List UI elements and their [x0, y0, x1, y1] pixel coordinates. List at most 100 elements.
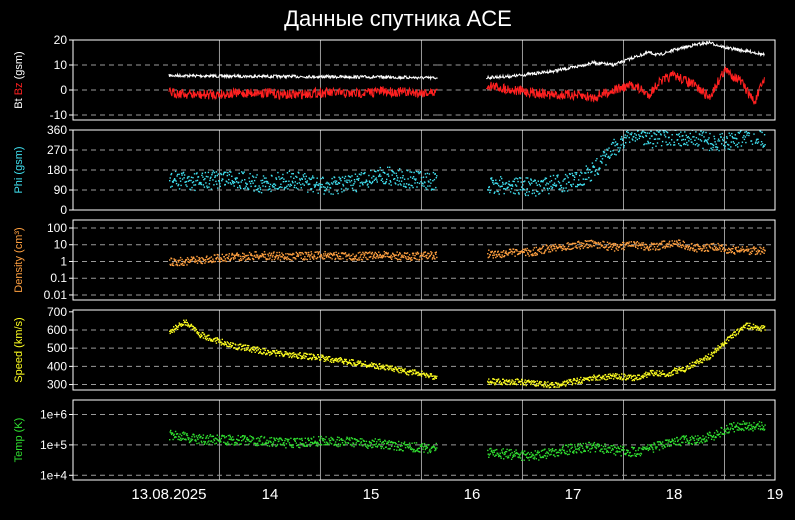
data-point [252, 346, 254, 348]
data-point [329, 187, 332, 189]
data-point [554, 455, 556, 458]
data-point [387, 253, 389, 255]
data-point [692, 437, 694, 439]
data-point [377, 439, 379, 441]
data-point [614, 373, 617, 375]
data-point [556, 455, 559, 457]
data-point [612, 150, 614, 152]
data-point [659, 133, 662, 135]
data-point [227, 257, 229, 259]
data-point [746, 250, 749, 252]
data-point [702, 435, 704, 437]
data-point [381, 442, 383, 444]
data-point [179, 433, 181, 435]
data-point [744, 426, 747, 429]
data-point [379, 365, 381, 368]
data-point [204, 442, 206, 444]
data-point [513, 178, 516, 180]
data-point [325, 441, 328, 443]
data-point [723, 247, 725, 249]
data-point [435, 442, 437, 445]
data-point [726, 252, 728, 254]
data-point [334, 258, 336, 261]
data-point [499, 454, 501, 456]
data-point [755, 247, 757, 249]
data-point [307, 255, 309, 257]
data-point [552, 174, 555, 177]
data-point [189, 188, 192, 191]
data-point [300, 358, 302, 360]
data-point [499, 179, 501, 182]
data-point [725, 428, 727, 430]
data-point [391, 170, 393, 172]
data-point [307, 191, 309, 193]
data-point [732, 336, 734, 339]
data-point [503, 250, 505, 252]
data-point [404, 446, 407, 449]
data-point [748, 134, 750, 137]
data-point [487, 380, 489, 383]
data-point [622, 139, 624, 141]
data-point [618, 246, 621, 248]
data-point [195, 173, 198, 175]
data-point [596, 444, 598, 447]
data-point [182, 264, 184, 266]
data-point [706, 359, 708, 361]
data-point [663, 373, 666, 375]
data-point [382, 256, 384, 258]
data-point [213, 261, 215, 263]
data-point [527, 252, 529, 254]
data-point [554, 386, 556, 388]
data-point [605, 153, 608, 155]
data-point [208, 186, 210, 188]
data-point [336, 254, 338, 256]
data-point [496, 255, 498, 257]
data-point [635, 246, 637, 248]
data-point [347, 254, 350, 256]
data-point [554, 243, 557, 246]
data-point [410, 448, 413, 451]
data-point [372, 257, 374, 260]
data-point [239, 443, 241, 445]
data-point [747, 248, 749, 250]
data-point [549, 449, 552, 451]
data-point [546, 384, 549, 386]
data-point [426, 254, 428, 256]
data-point [757, 327, 759, 330]
data-point [610, 449, 613, 451]
data-point [242, 172, 244, 175]
series-speed [169, 319, 766, 389]
data-point [204, 335, 206, 337]
data-point [333, 252, 335, 254]
data-point [305, 352, 307, 355]
data-point [177, 259, 179, 262]
data-point [740, 145, 743, 147]
data-point [672, 245, 674, 247]
data-point [388, 175, 390, 177]
data-point [392, 252, 394, 254]
data-point [689, 367, 691, 369]
data-point [348, 175, 351, 178]
data-point [559, 450, 562, 452]
data-point [596, 158, 598, 160]
data-point [201, 257, 203, 259]
data-point [721, 132, 723, 135]
data-point [430, 189, 433, 191]
data-point [376, 255, 378, 258]
data-point [677, 242, 679, 245]
y-tick-label: 10 [54, 238, 68, 252]
data-point [560, 184, 562, 187]
data-point [260, 348, 262, 351]
data-point [270, 351, 272, 353]
data-point [524, 381, 526, 383]
data-point [300, 183, 302, 186]
data-point [236, 177, 238, 179]
data-point [282, 355, 284, 358]
data-point [620, 138, 622, 140]
data-point [228, 343, 230, 345]
data-point [288, 356, 290, 358]
data-point [332, 359, 334, 362]
data-point [549, 175, 552, 177]
data-point [278, 176, 280, 178]
data-point [598, 443, 600, 446]
